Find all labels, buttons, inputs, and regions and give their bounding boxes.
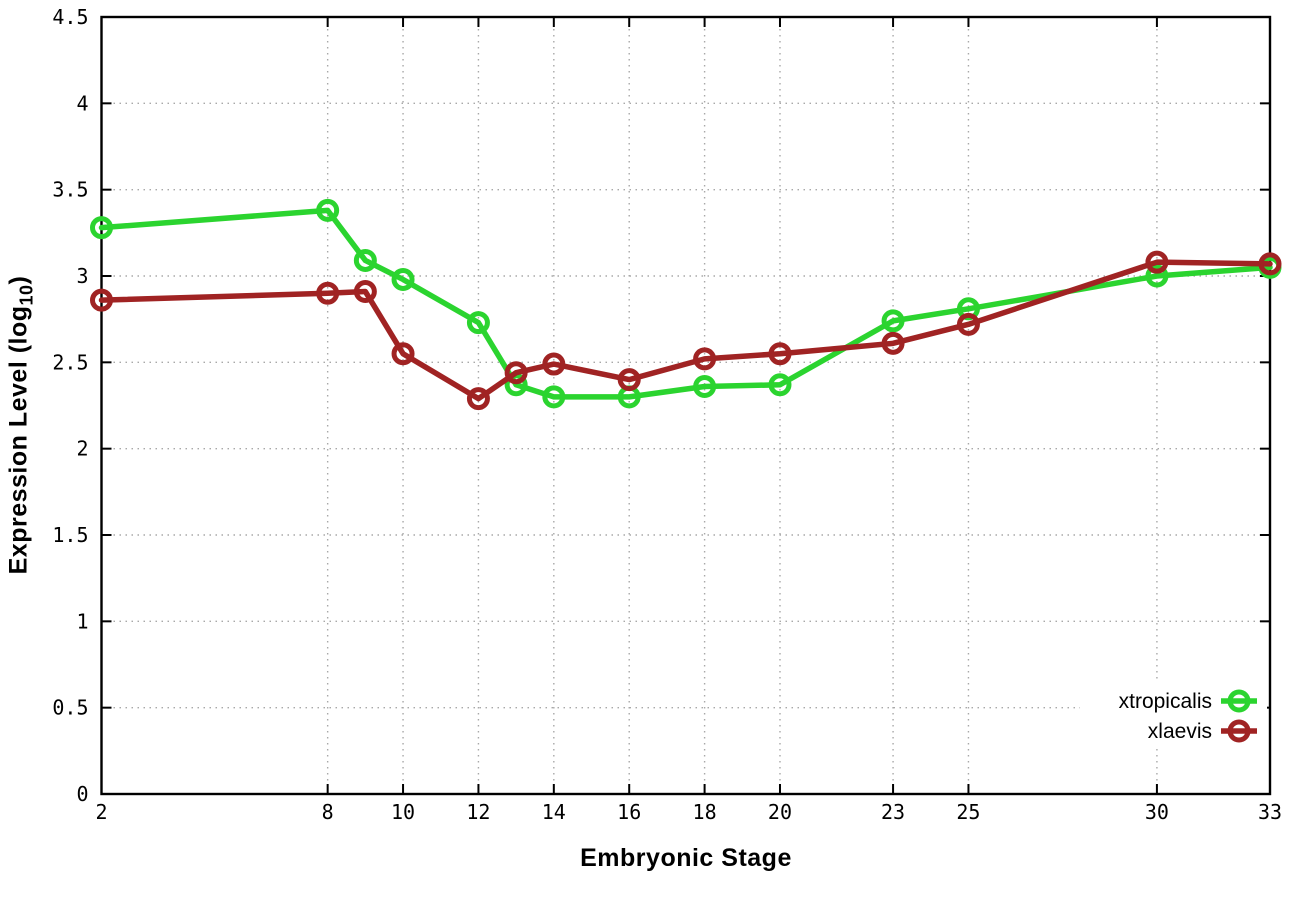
y-axis-title: Expression Level (log10) <box>5 276 38 575</box>
plot-border <box>100 15 1272 796</box>
y-tick-label: 2 <box>76 437 88 461</box>
series-xlaevis-point <box>881 331 905 355</box>
x-tick-label: 25 <box>956 800 980 824</box>
series-xlaevis-point <box>316 281 340 305</box>
series-xlaevis-point <box>956 312 980 336</box>
x-tick-label: 33 <box>1258 800 1282 824</box>
series-xtropicalis-point <box>466 311 490 335</box>
x-tick-label: 23 <box>881 800 905 824</box>
x-tick-label: 16 <box>617 800 641 824</box>
y-tick-label: 3 <box>76 264 88 288</box>
series-xlaevis-point <box>504 361 528 385</box>
y-axis-title-subscript: 10 <box>16 284 37 306</box>
series-xlaevis-point <box>353 280 377 304</box>
y-tick-label: 2.5 <box>52 350 88 374</box>
x-tick-label: 30 <box>1145 800 1169 824</box>
y-axis-title-text: Expression Level (log <box>4 305 33 575</box>
y-tick-label: 3.5 <box>52 178 88 202</box>
x-tick-label: 12 <box>466 800 490 824</box>
x-tick-label: 18 <box>693 800 717 824</box>
y-tick-label: 1.5 <box>52 523 88 547</box>
y-tick-label: 0 <box>76 782 88 806</box>
series-xlaevis-line <box>98 259 1273 402</box>
y-tick-label: 1 <box>76 609 88 633</box>
legend-label-xtropicalis: xtropicalis <box>1119 690 1212 713</box>
series-xlaevis-point <box>693 347 717 371</box>
x-tick-label: 14 <box>542 800 566 824</box>
series-xtropicalis-point <box>391 267 415 291</box>
y-tick-label: 0.5 <box>52 696 88 720</box>
legend-marker-xtropicalis <box>1227 689 1251 713</box>
series-xtropicalis-line <box>98 207 1273 400</box>
x-tick-label: 8 <box>322 800 334 824</box>
series-xlaevis-point <box>466 387 490 411</box>
series-xlaevis-point <box>391 342 415 366</box>
series-xlaevis-point <box>617 368 641 392</box>
x-tick-label: 2 <box>95 800 107 824</box>
x-tick-label: 10 <box>391 800 415 824</box>
series-xtropicalis-point <box>881 309 905 333</box>
series-xlaevis-point <box>1145 250 1169 274</box>
x-tick-label: 20 <box>768 800 792 824</box>
series-xtropicalis-point <box>768 373 792 397</box>
series-xlaevis-point <box>1258 252 1282 276</box>
series-xtropicalis-point <box>316 198 340 222</box>
legend-label-xlaevis: xlaevis <box>1148 720 1212 743</box>
series-xtropicalis-point <box>542 385 566 409</box>
legend-marker-xlaevis <box>1227 719 1251 743</box>
series-xtropicalis-point <box>353 248 377 272</box>
series-xlaevis-point <box>542 352 566 376</box>
series-xlaevis-point <box>90 288 113 312</box>
series-xtropicalis-point <box>693 375 717 399</box>
y-tick-label: 4.5 <box>52 5 88 29</box>
series-xtropicalis-point <box>1145 264 1169 288</box>
y-tick-label: 4 <box>76 91 88 115</box>
y-axis-title-suffix: ) <box>4 275 33 285</box>
x-axis-title: Embryonic Stage <box>580 844 792 872</box>
series-xlaevis-point <box>768 342 792 366</box>
series-xtropicalis-point <box>90 216 113 240</box>
